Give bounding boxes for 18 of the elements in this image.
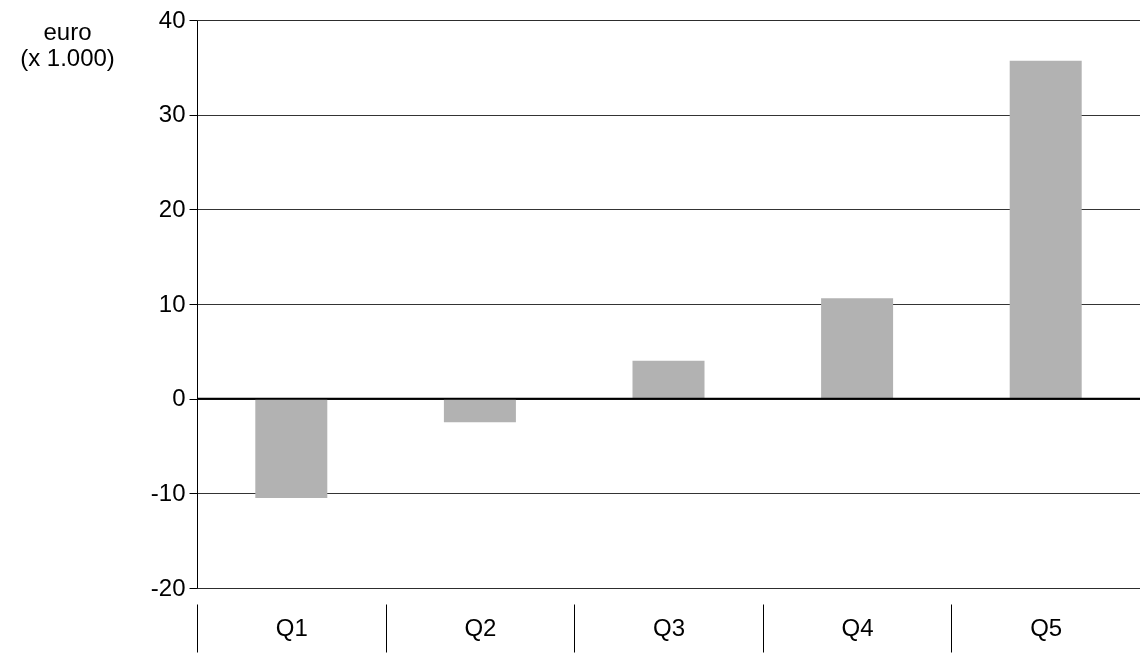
- x-tick-label: Q5: [1030, 613, 1063, 641]
- bar: [255, 398, 328, 499]
- bar: [443, 398, 516, 423]
- y-tick-label: 30: [158, 100, 186, 128]
- y-tick-label: 10: [158, 289, 186, 317]
- x-tick-label: Q4: [841, 613, 874, 641]
- x-tick-label: Q3: [652, 613, 686, 641]
- y-tick-label: 0: [172, 384, 186, 412]
- y-tick-label: -20: [150, 573, 186, 601]
- x-tick-label: Q1: [275, 613, 308, 641]
- y-tick-label: 40: [158, 5, 186, 33]
- bar: [632, 360, 705, 399]
- bar: [1009, 60, 1082, 399]
- bar: [821, 298, 894, 399]
- y-tick-label: -10: [150, 478, 186, 506]
- y-axis-title: euro (x 1.000): [20, 17, 115, 71]
- x-tick-label: Q2: [464, 613, 497, 641]
- y-tick-label: 20: [158, 194, 186, 222]
